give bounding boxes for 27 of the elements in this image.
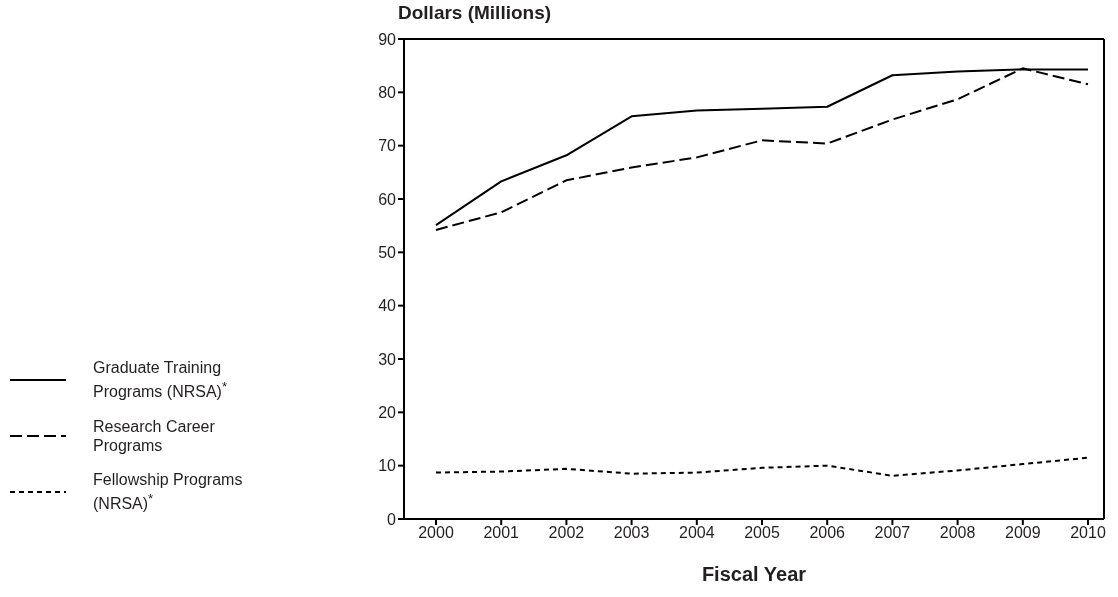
y-tick-label: 50 — [378, 244, 397, 262]
y-tick-label: 80 — [378, 84, 397, 102]
y-tick-label: 20 — [378, 404, 397, 422]
legend-label: Graduate Training Programs (NRSA)$^{*}$ — [93, 358, 229, 402]
x-tick-label: 2005 — [744, 524, 780, 542]
x-tick-label: 2000 — [418, 524, 454, 542]
legend-label: Research Career Programs — [93, 417, 216, 455]
y-tick-label: 40 — [378, 297, 397, 315]
x-tick-label: 2010 — [1070, 524, 1106, 542]
y-tick-label: 10 — [378, 457, 397, 475]
y-axis-title: Dollars (Millions) — [398, 2, 552, 24]
line-series — [435, 456, 1089, 477]
y-tick-label: 0 — [387, 510, 397, 528]
x-tick-label: 2007 — [874, 524, 911, 542]
legend-label: Fellowship Programs (NRSA)$^{*}$ — [93, 470, 244, 514]
x-tick-label: 2004 — [679, 524, 715, 542]
x-axis-title: Fiscal Year — [701, 563, 807, 585]
x-tick-label: 2003 — [613, 524, 650, 542]
x-tick-label: 2008 — [939, 524, 976, 542]
x-tick-label: 2006 — [809, 524, 846, 542]
x-tick-label: 2001 — [483, 524, 520, 542]
y-tick-label: 30 — [378, 350, 397, 368]
y-tick-label: 70 — [378, 137, 397, 155]
y-tick-label: 90 — [378, 30, 397, 48]
y-tick-label: 60 — [378, 190, 397, 208]
x-tick-label: 2009 — [1005, 524, 1041, 542]
x-tick-label: 2002 — [548, 524, 585, 542]
